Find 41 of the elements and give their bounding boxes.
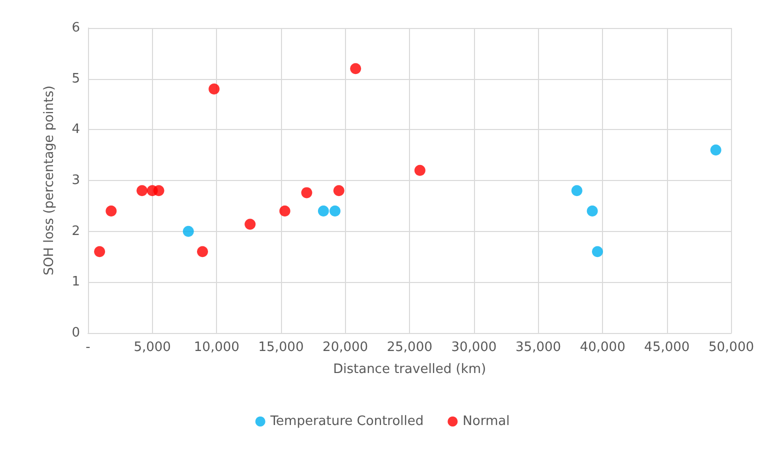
point (350, 63, 362, 74)
x-tick-label: 30,000 (451, 340, 497, 355)
point (330, 206, 341, 216)
y-tick-label: 4 (72, 122, 80, 138)
point (208, 84, 220, 94)
x-tick-label: 25,000 (386, 340, 432, 355)
y-tick-label: 6 (72, 20, 80, 36)
point (571, 185, 582, 196)
x-tick-label: 10,000 (194, 340, 240, 355)
x-tick-label: 15,000 (258, 340, 304, 355)
x-tick-label: - (86, 340, 91, 355)
y-tick-label: 5 (72, 71, 80, 86)
x-tick-label: 45,000 (644, 340, 690, 355)
point (153, 185, 164, 196)
point (136, 185, 148, 196)
legend-label: Normal (462, 414, 510, 429)
point (414, 164, 426, 176)
legend-label: Temperature Controlled (269, 414, 424, 429)
x-tick-label: 20,000 (322, 340, 368, 355)
x-tick-label: 5,000 (134, 340, 171, 355)
y-tick-label: 2 (72, 224, 80, 239)
point (592, 246, 603, 258)
point (710, 144, 722, 156)
point (197, 246, 208, 258)
x-tick-label: 40,000 (580, 340, 626, 355)
point (106, 206, 117, 216)
x-axis-title: Distance travelled (km) (333, 362, 486, 377)
point (244, 218, 256, 230)
point (94, 246, 106, 258)
x-tick-label: 50,000 (708, 340, 754, 355)
y-tick-label: 0 (72, 326, 80, 340)
y-tick-label: 1 (72, 274, 80, 290)
x-tick-label: 35,000 (516, 340, 562, 355)
point (318, 206, 329, 216)
point (301, 187, 312, 198)
y-tick-label: 3 (72, 173, 80, 188)
point (182, 226, 194, 237)
y-axis-title: SOH loss (percentage points) (42, 86, 57, 276)
point (586, 206, 598, 216)
point (333, 185, 344, 196)
point (279, 206, 290, 216)
